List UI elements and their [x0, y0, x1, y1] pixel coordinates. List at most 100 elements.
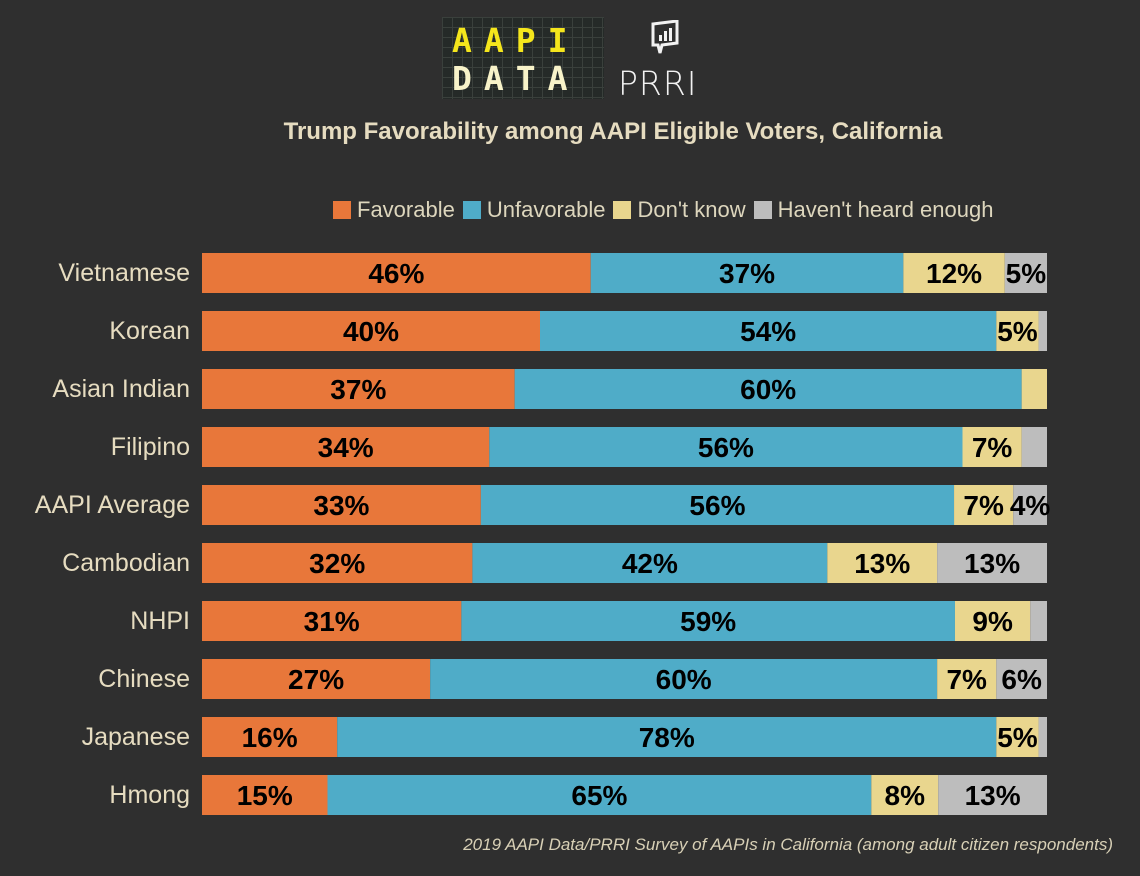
data-label: 56% — [689, 490, 745, 521]
legend-swatch — [333, 201, 351, 219]
bar-segment-don-t-know — [996, 717, 1039, 757]
data-label: 32% — [309, 548, 365, 579]
bar-segment-favorable — [202, 717, 338, 757]
category-label: Japanese — [82, 723, 190, 751]
bar-segment-unfavorable — [480, 485, 955, 525]
bar-segment-favorable — [202, 601, 462, 641]
category-label: AAPI Average — [35, 491, 190, 519]
bar-segment-don-t-know — [954, 601, 1031, 641]
data-label: 7% — [946, 664, 987, 695]
bar-segment-favorable — [202, 369, 515, 409]
chart-title: Trump Favorability among AAPI Eligible V… — [283, 118, 943, 145]
bar-segment-don-t-know — [871, 775, 939, 815]
bar-segment-unfavorable — [430, 659, 938, 699]
legend: Favorable Unfavorable Don't know Haven't… — [333, 197, 1001, 223]
data-label: 5% — [997, 722, 1038, 753]
bar-segment-haven-t-heard-enough — [996, 659, 1047, 699]
data-label: 4% — [1010, 490, 1051, 521]
legend-havent-heard: Haven't heard enough — [753, 197, 994, 223]
bar-segment-haven-t-heard-enough — [937, 543, 1047, 583]
data-label: 65% — [571, 780, 627, 811]
prri-chart-icon — [651, 20, 679, 54]
bar-segment-unfavorable — [540, 311, 997, 351]
prri-logo: PRRI — [618, 64, 698, 103]
bar-segment-don-t-know — [903, 253, 1005, 293]
bar-segment-haven-t-heard-enough — [1013, 485, 1047, 525]
category-label: Filipino — [111, 433, 190, 461]
bar-segment-favorable — [202, 253, 591, 293]
data-label: 60% — [740, 374, 796, 405]
bar-segment-unfavorable — [461, 601, 955, 641]
data-label: 13% — [965, 780, 1021, 811]
bar-segment-don-t-know — [937, 659, 997, 699]
logo-line-1: AAPI — [452, 21, 580, 60]
bar-segment-haven-t-heard-enough — [938, 775, 1047, 815]
data-label: 27% — [288, 664, 344, 695]
legend-label: Don't know — [637, 197, 746, 222]
category-label: Chinese — [98, 665, 190, 693]
data-label: 7% — [972, 432, 1013, 463]
data-label: 34% — [318, 432, 374, 463]
bar-segment-unfavorable — [472, 543, 828, 583]
bar-segment-haven-t-heard-enough — [1030, 601, 1047, 641]
legend-label: Haven't heard enough — [777, 197, 994, 222]
data-label: 56% — [698, 432, 754, 463]
legend-label: Favorable — [357, 197, 455, 222]
bar-segment-don-t-know — [1021, 369, 1047, 409]
legend-favorable: Favorable — [333, 197, 455, 223]
data-label: 9% — [972, 606, 1013, 637]
bar-segment-don-t-know — [827, 543, 938, 583]
data-label: 8% — [885, 780, 926, 811]
data-label: 37% — [719, 258, 775, 289]
bar-segment-unfavorable — [327, 775, 872, 815]
bar-segment-don-t-know — [996, 311, 1039, 351]
data-label: 13% — [964, 548, 1020, 579]
bar-segment-favorable — [202, 427, 490, 467]
bar-segment-don-t-know — [962, 427, 1022, 467]
category-label: Korean — [109, 317, 190, 345]
legend-dont-know: Don't know — [613, 197, 746, 223]
data-label: 7% — [963, 490, 1004, 521]
legend-label: Unfavorable — [486, 197, 606, 222]
legend-swatch — [613, 201, 632, 219]
category-label: NHPI — [130, 607, 190, 635]
logo-line-2: DATA — [452, 59, 580, 98]
legend-unfavorable: Unfavorable — [462, 197, 606, 223]
bar-segment-unfavorable — [337, 717, 997, 757]
legend-swatch — [462, 201, 481, 219]
bar-segment-favorable — [202, 659, 431, 699]
data-label: 54% — [740, 316, 796, 347]
bar-segment-haven-t-heard-enough — [1038, 717, 1047, 757]
aapi-data-logo: AAPI DATA — [442, 17, 604, 99]
bar-segment-favorable — [202, 543, 473, 583]
bar-segment-favorable — [202, 311, 540, 351]
bar-segment-favorable — [202, 485, 481, 525]
category-label: Asian Indian — [52, 375, 190, 403]
data-label: 42% — [622, 548, 678, 579]
data-label: 5% — [997, 316, 1038, 347]
bar-segment-unfavorable — [514, 369, 1022, 409]
bar-segment-favorable — [202, 775, 328, 815]
bar-segment-haven-t-heard-enough — [1021, 427, 1047, 467]
category-label: Cambodian — [62, 549, 190, 577]
source-note: 2019 AAPI Data/PRRI Survey of AAPIs in C… — [463, 835, 1113, 854]
data-label: 16% — [242, 722, 298, 753]
data-label: 60% — [656, 664, 712, 695]
data-label: 5% — [1006, 258, 1047, 289]
bar-segment-unfavorable — [489, 427, 963, 467]
category-label: Vietnamese — [58, 259, 190, 287]
data-label: 40% — [343, 316, 399, 347]
data-label: 13% — [854, 548, 910, 579]
bar-segment-unfavorable — [590, 253, 904, 293]
data-label: 59% — [680, 606, 736, 637]
bar-segment-don-t-know — [954, 485, 1014, 525]
data-label: 33% — [313, 490, 369, 521]
bar-segment-haven-t-heard-enough — [1038, 311, 1047, 351]
data-label: 12% — [926, 258, 982, 289]
data-label: 6% — [1001, 664, 1042, 695]
legend-swatch — [753, 201, 772, 219]
data-label: 31% — [304, 606, 360, 637]
data-label: 78% — [639, 722, 695, 753]
category-label: Hmong — [109, 781, 190, 809]
